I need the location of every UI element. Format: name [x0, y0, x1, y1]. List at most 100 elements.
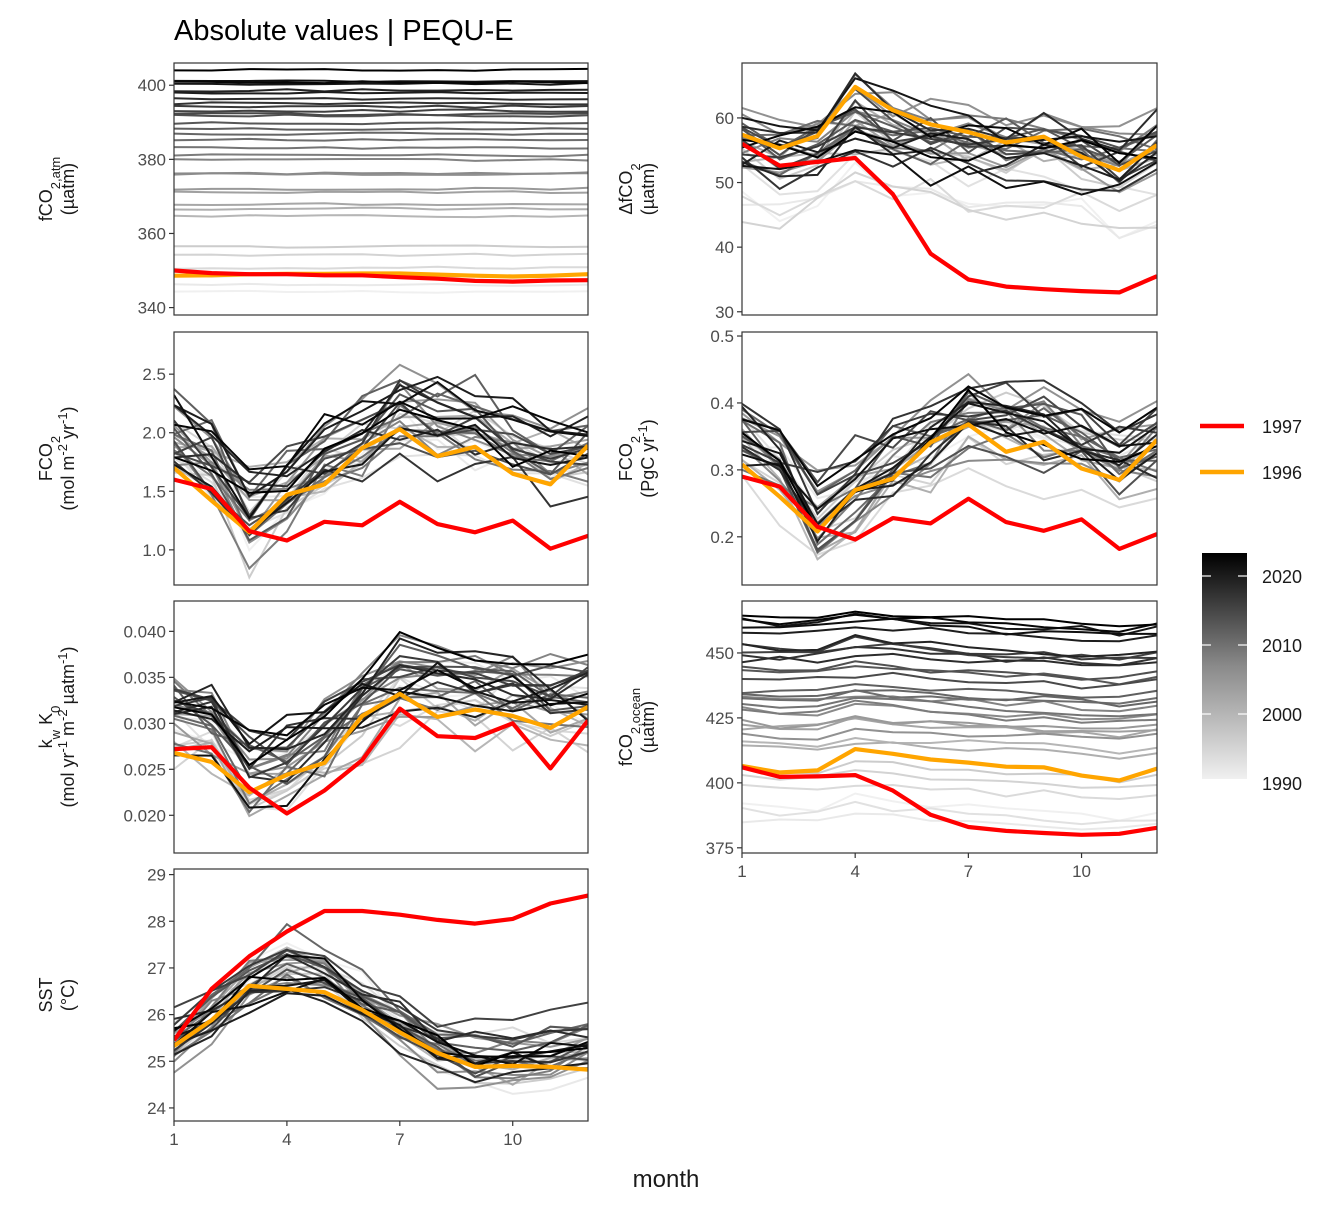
- series-line-2007: [174, 691, 588, 806]
- chart-title: Absolute values | PEQU-E: [174, 15, 514, 47]
- series-line-2015: [742, 635, 1157, 661]
- series-line-1996: [742, 84, 1157, 173]
- panel-frame: [741, 62, 1158, 316]
- svg-text:FCO2: FCO2: [36, 436, 63, 481]
- x-tick-label: 10: [503, 1130, 522, 1149]
- series-line-1999: [742, 741, 1157, 760]
- x-tick-label: 4: [850, 862, 859, 881]
- series-line-2016: [742, 379, 1157, 516]
- y-tick-label: 400: [706, 774, 734, 793]
- series-line-1992: [742, 800, 1157, 826]
- y-tick-label: 0.4: [710, 394, 734, 413]
- x-tick-label: 7: [964, 862, 973, 881]
- series-line-2011: [174, 953, 588, 1048]
- series-line-1997: [742, 765, 1157, 837]
- y-tick-label: 340: [138, 299, 166, 318]
- x-tick-label: 7: [395, 1130, 404, 1149]
- panel-frame: [741, 331, 1158, 586]
- y-tick-label: 1.0: [142, 541, 166, 560]
- colorbar-tick-2020: 2020: [1262, 567, 1302, 587]
- series-line-2023: [174, 975, 588, 1068]
- series-line-2011: [742, 665, 1157, 686]
- series-line-1993: [742, 177, 1157, 217]
- x-axis-title: month: [633, 1166, 700, 1193]
- y-tick-label: 25: [147, 1052, 166, 1071]
- series-line-2022: [742, 385, 1157, 488]
- panel-kw-k0: 0.020 0.025 0.030 0.035 0.040 kw K0(mol yr-1 …: [36, 600, 589, 854]
- series-line-2013: [174, 112, 588, 117]
- series-line-2000: [174, 202, 588, 207]
- panel-frame: [173, 62, 589, 316]
- series-line-2003: [742, 727, 1157, 741]
- svg-text:(PgC yr-1): (PgC yr-1): [635, 419, 659, 498]
- svg-text:kw K0: kw K0: [36, 706, 63, 749]
- series-line-2006: [174, 153, 588, 158]
- series-line-2017: [174, 97, 588, 101]
- series-line-1998: [742, 736, 1157, 755]
- series-line-2022: [174, 80, 588, 85]
- legend: 1997 1996 2020 2010 2000 1990: [1200, 417, 1302, 794]
- svg-text:(µatm): (µatm): [58, 163, 78, 215]
- series-line-2019: [742, 132, 1157, 181]
- series-line-1995: [174, 244, 588, 249]
- svg-text:(µatm): (µatm): [638, 163, 658, 215]
- series-line-2005: [742, 695, 1157, 713]
- panel-frame: [173, 600, 589, 854]
- y-tick-label: 2.5: [142, 365, 166, 384]
- x-tick-label: 4: [282, 1130, 291, 1149]
- panel-delta-fco2: 30 40 50 60 ΔfCO2(µatm): [616, 62, 1158, 322]
- series-line-2022: [742, 613, 1157, 633]
- series-line-2001: [174, 190, 588, 195]
- series-line-2021: [174, 380, 588, 520]
- colorbar-tick-2000: 2000: [1262, 705, 1302, 725]
- series-line-1996: [174, 691, 588, 795]
- series-line-1997: [174, 268, 588, 284]
- series-line-2023: [174, 630, 588, 767]
- y-tick-label: 28: [147, 912, 166, 931]
- colorbar-tick-2010: 2010: [1262, 636, 1302, 656]
- svg-text:fCO2,ocean: fCO2,ocean: [616, 688, 643, 766]
- series-line-2003: [174, 976, 588, 1090]
- y-tick-label: 26: [147, 1006, 166, 1025]
- series-line-2019: [174, 687, 588, 753]
- series-line-2012: [742, 444, 1157, 552]
- svg-text:(mol m-2 yr-1): (mol m-2 yr-1): [55, 406, 79, 510]
- series-line-1997: [174, 706, 588, 816]
- series-line-2023: [742, 130, 1157, 162]
- panel-sst: 24 25 26 27 28 29 1 4 7 10 SST (°C): [36, 866, 589, 1149]
- series-line-1997: [742, 141, 1157, 295]
- panel-fco2-atm: 340 360 380 400 fCO2,atm(µatm): [36, 62, 589, 318]
- series-line-2017: [174, 664, 588, 783]
- y-axis-title: ΔfCO2(µatm): [616, 163, 658, 215]
- series-line-2022: [742, 106, 1157, 165]
- y-axis-title: kw K0(mol yr-1 m-2 µatm-1): [36, 646, 78, 807]
- series-line-2022: [174, 400, 588, 471]
- series-line-2017: [174, 428, 588, 488]
- series-line-2018: [174, 988, 588, 1084]
- panel-frame: [173, 868, 589, 1122]
- series-line-2008: [742, 689, 1157, 705]
- series-line-2014: [174, 108, 588, 113]
- panel-frame: [741, 600, 1158, 854]
- panel-frame: [173, 331, 589, 586]
- series-line-2023: [742, 610, 1157, 628]
- y-tick-label: 375: [706, 839, 734, 858]
- series-line-1993: [174, 265, 588, 270]
- svg-text:FCO2: FCO2: [616, 436, 643, 481]
- series-line-2003: [174, 363, 588, 499]
- svg-text:ΔfCO2: ΔfCO2: [616, 163, 643, 214]
- series-line-2018: [174, 383, 588, 478]
- series-line-2006: [742, 699, 1157, 724]
- x-tick-label: 10: [1072, 862, 1091, 881]
- y-tick-label: 0.030: [123, 714, 166, 733]
- series-line-1993: [742, 783, 1157, 801]
- series-line-2016: [174, 101, 588, 106]
- svg-text:fCO2,atm: fCO2,atm: [36, 157, 63, 222]
- x-tick-label: 1: [169, 1130, 178, 1149]
- series-line-2005: [174, 158, 588, 162]
- y-tick-label: 360: [138, 224, 166, 243]
- legend-label-1997: 1997: [1262, 417, 1302, 437]
- series-line-2013: [742, 671, 1157, 690]
- series-line-2010: [742, 683, 1157, 699]
- y-tick-label: 0.3: [710, 461, 734, 480]
